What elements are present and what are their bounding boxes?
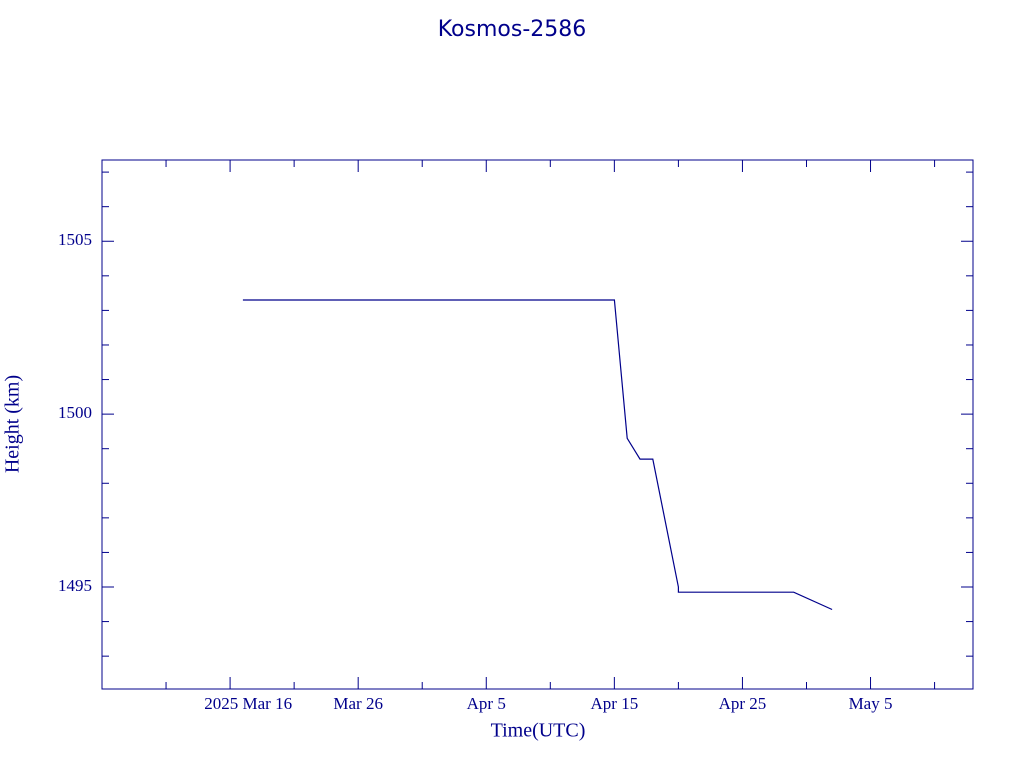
plot-frame [101,159,974,690]
y-axis-label: Height (km) [2,375,24,473]
x-tick-label: Apr 15 [591,694,639,713]
x-tick-label: 2025 Mar 16 [204,694,292,713]
x-tick-label: Apr 5 [467,694,506,713]
data-line [242,299,833,611]
y-tick-label: 1500 [58,403,92,422]
x-tick-label: May 5 [849,694,893,713]
y-tick-label: 1495 [58,576,92,595]
x-axis-label: Time(UTC) [491,720,586,742]
x-tick-label: Apr 25 [719,694,767,713]
x-tick-label: Mar 26 [333,694,383,713]
y-tick-label: 1505 [58,230,92,249]
chart-title: Kosmos-2586 [438,17,587,42]
